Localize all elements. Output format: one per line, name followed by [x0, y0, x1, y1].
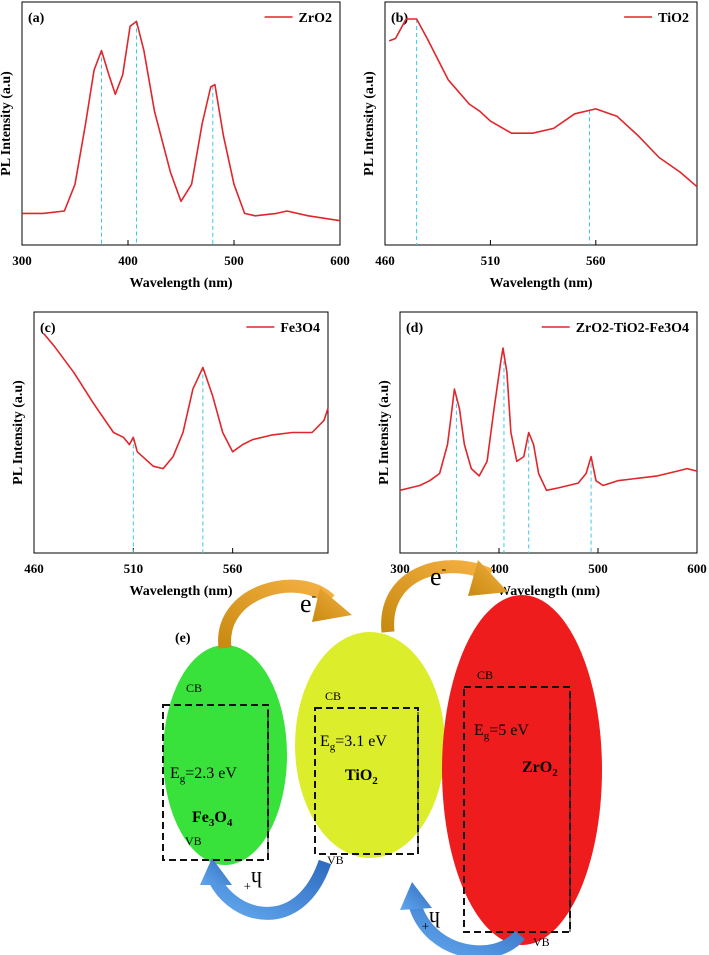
eg-value: =3.1 eV [335, 733, 387, 750]
vb-label: VB [185, 834, 202, 848]
legend-label: ZrO2 [299, 11, 332, 26]
hole-label: h+ [244, 867, 262, 894]
x-tick-label: 510 [481, 253, 501, 268]
x-tick-label: 400 [118, 253, 138, 268]
transfer-arrow [381, 560, 493, 633]
arrow-head [200, 858, 232, 885]
data-line [22, 20, 341, 222]
band-gap: Eg=2.3 eV [170, 765, 237, 785]
plot-frame [21, 1, 341, 246]
x-axis-label: Wavelength (nm) [129, 276, 232, 291]
eg-symbol: E [320, 733, 330, 750]
x-tick-label: 560 [223, 561, 243, 576]
plot-frame [384, 1, 698, 246]
legend-label: ZrO2-TiO2-Fe3O4 [576, 321, 689, 336]
x-tick-label: 500 [224, 253, 244, 268]
electron-label: e- [300, 589, 317, 618]
x-tick-label: 560 [586, 253, 606, 268]
band-gap: Eg=3.1 eV [320, 733, 387, 753]
x-axis-label: Wavelength (nm) [129, 584, 232, 599]
e: e [430, 562, 442, 591]
material-name: TiO2​ [345, 767, 378, 787]
e-sup: - [312, 589, 317, 604]
electron-label: e- [430, 562, 447, 591]
h-sup: + [422, 919, 429, 934]
eg-sub: g [484, 730, 490, 742]
transfer-arrow [218, 579, 335, 649]
panel-label: (e) [175, 631, 191, 646]
plot-frame [399, 311, 698, 554]
panel-label: (c) [40, 321, 56, 336]
h: h [429, 907, 440, 932]
x-tick-label: 500 [588, 561, 608, 576]
eg-value: =5 eV [489, 722, 529, 739]
data-line [43, 333, 329, 470]
semiconductor [442, 595, 602, 945]
legend-label: Fe3O4 [280, 321, 320, 336]
material-name: Fe3​O4​ [192, 809, 233, 829]
transfer-arrow [408, 902, 525, 955]
material-name: ZrO2​ [522, 759, 558, 779]
x-tick-label: 460 [375, 253, 395, 268]
vb-label: VB [327, 853, 344, 867]
vb-label: VB [533, 935, 550, 949]
semiconductor [163, 645, 287, 865]
legend-label: TiO2 [658, 11, 689, 26]
x-tick-label: 600 [330, 253, 350, 268]
y-axis-label: PL Intensity (a.u) [11, 380, 26, 485]
transfer-arrow [209, 859, 332, 920]
x-tick-label: 300 [390, 561, 410, 576]
y-axis-label: PL Intensity (a.u) [362, 71, 377, 176]
cb-label: CB [325, 689, 341, 703]
eg-sub: g [180, 773, 186, 785]
h-sup: + [244, 879, 251, 894]
cb-label: CB [477, 668, 493, 682]
eg-symbol: E [170, 765, 180, 782]
e-sup: - [442, 562, 447, 577]
eg-value: =2.3 eV [185, 765, 237, 782]
x-axis-label: Wavelength (nm) [489, 276, 592, 291]
x-tick-label: 300 [12, 253, 32, 268]
semiconductor [295, 632, 445, 858]
eg-sub: g [330, 741, 336, 753]
x-tick-label: 400 [489, 561, 509, 576]
panel-label: (d) [406, 321, 423, 336]
arrow-head [400, 882, 432, 910]
y-axis-label: PL Intensity (a.u) [0, 71, 14, 176]
arrow-head [312, 588, 352, 622]
plot-frame [33, 311, 329, 554]
data-line [399, 347, 698, 492]
e: e [300, 589, 312, 618]
x-tick-label: 460 [24, 561, 44, 576]
arrow-head [468, 560, 508, 596]
eg-symbol: E [474, 722, 484, 739]
band-gap: Eg=5 eV [474, 722, 529, 742]
x-tick-label: 600 [687, 561, 707, 576]
y-axis-label: PL Intensity (a.u) [377, 380, 392, 485]
panel-label: (a) [28, 11, 45, 26]
hole-label: h+ [422, 907, 440, 934]
h: h [251, 867, 262, 892]
x-tick-label: 510 [124, 561, 144, 576]
cb-label: CB [186, 681, 202, 695]
data-line [388, 18, 698, 188]
